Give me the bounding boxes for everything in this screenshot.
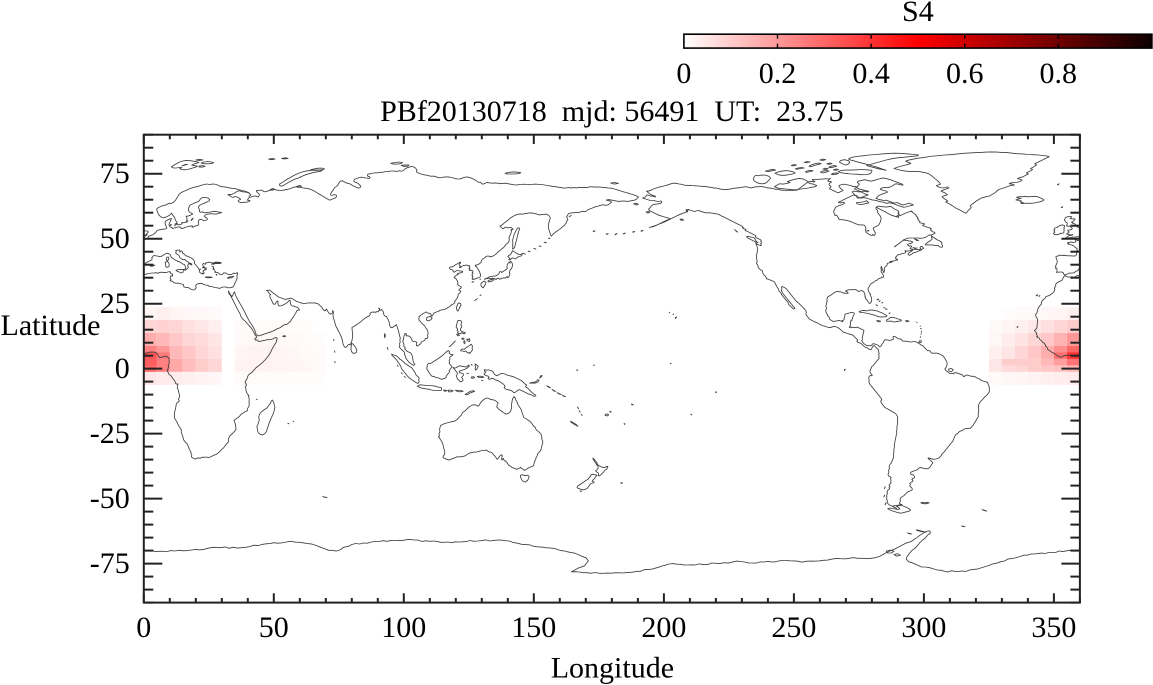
svg-text:150: 150 xyxy=(511,611,556,644)
svg-text:100: 100 xyxy=(381,611,426,644)
svg-text:0: 0 xyxy=(115,352,130,385)
svg-text:Latitude: Latitude xyxy=(1,309,101,342)
svg-text:250: 250 xyxy=(771,611,816,644)
svg-text:50: 50 xyxy=(100,222,130,255)
svg-text:0.2: 0.2 xyxy=(759,57,797,90)
svg-text:0.8: 0.8 xyxy=(1040,57,1078,90)
svg-text:Longitude: Longitude xyxy=(551,651,674,684)
svg-text:0: 0 xyxy=(676,57,691,90)
svg-text:350: 350 xyxy=(1031,611,1076,644)
svg-text:-75: -75 xyxy=(90,547,130,580)
svg-text:0.6: 0.6 xyxy=(946,57,984,90)
svg-text:300: 300 xyxy=(901,611,946,644)
svg-text:-25: -25 xyxy=(90,417,130,450)
svg-text:0: 0 xyxy=(136,611,151,644)
svg-text:25: 25 xyxy=(100,287,130,320)
svg-text:200: 200 xyxy=(641,611,686,644)
svg-text:0.4: 0.4 xyxy=(852,57,890,90)
svg-text:PBf20130718 mjd: 56491 UT:: PBf20130718 mjd: 56491 UT: 23.75 xyxy=(380,95,844,128)
svg-text:75: 75 xyxy=(100,157,130,190)
svg-text:50: 50 xyxy=(259,611,289,644)
svg-text:S4: S4 xyxy=(902,0,934,28)
svg-text:-50: -50 xyxy=(90,482,130,515)
